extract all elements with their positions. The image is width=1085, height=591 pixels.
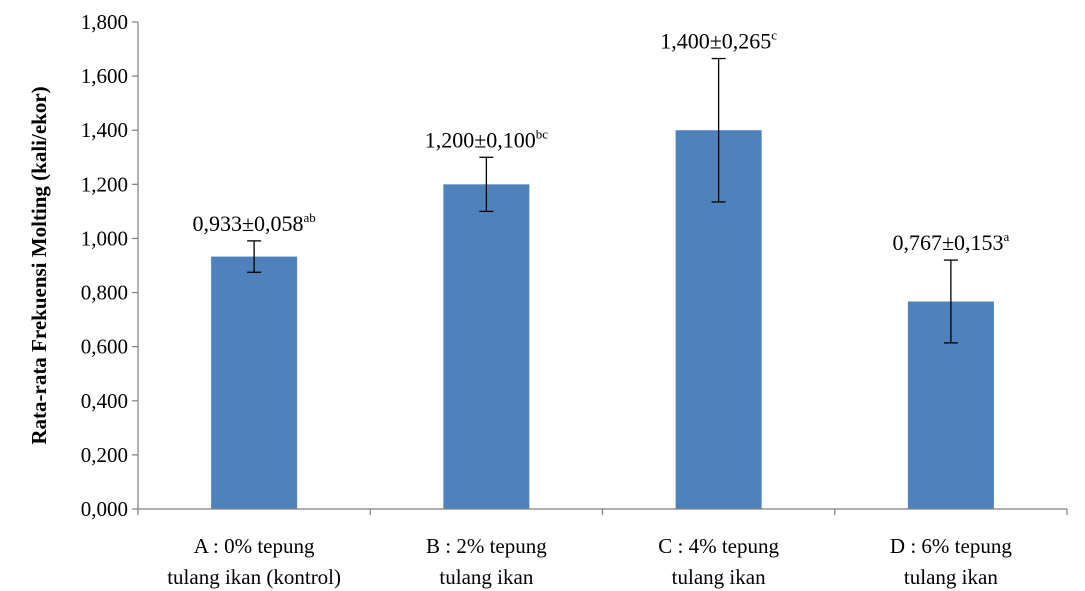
y-tick-label: 0,600 <box>81 335 128 359</box>
data-label-value: 1,200±0,100 <box>425 127 536 152</box>
y-tick-label: 0,000 <box>81 497 128 521</box>
data-label: 0,767±0,153a <box>892 229 1009 255</box>
x-tick-label: B : 2% tepung <box>426 534 547 558</box>
bar <box>443 184 530 510</box>
y-tick-label: 1,600 <box>81 64 128 88</box>
y-tick-label: 0,800 <box>81 281 128 305</box>
error-bars <box>247 57 958 344</box>
data-label-superscript: c <box>771 28 777 43</box>
x-tick-label: A : 0% tepung <box>194 534 315 558</box>
y-axis-label: Rata-rata Frekuensi Molting (kali/ekor) <box>27 86 51 444</box>
y-axis: 0,000 0,200 0,400 0,600 0,800 1,000 1,200 1,400… <box>81 10 139 521</box>
x-tick-label: tulang ikan <box>439 565 533 589</box>
data-label-value: 1,400±0,265 <box>660 29 771 54</box>
y-tick-label: 0,200 <box>81 443 128 467</box>
x-tick-label: tulang ikan <box>904 565 998 589</box>
y-tick-label: 1,800 <box>81 10 128 34</box>
data-label-superscript: a <box>1004 229 1010 244</box>
data-label-superscript: bc <box>536 126 549 141</box>
data-label: 1,200±0,100bc <box>425 126 549 152</box>
data-labels: 0,933±0,058ab 1,200±0,100bc 1,400±0,265c 0,… <box>192 28 1009 256</box>
data-label-superscript: ab <box>304 210 316 225</box>
y-tick-label: 0,400 <box>81 389 128 413</box>
x-tick-label: C : 4% tepung <box>658 534 779 558</box>
data-label: 0,933±0,058ab <box>192 210 315 236</box>
bar <box>211 256 298 509</box>
x-tick-label: tulang ikan <box>672 565 766 589</box>
y-tick-label: 1,400 <box>81 118 128 142</box>
data-label-value: 0,933±0,058 <box>192 211 303 236</box>
data-label-value: 0,767±0,153 <box>892 230 1003 255</box>
y-tick-label: 1,000 <box>81 226 128 250</box>
x-tick-label: D : 6% tepung <box>890 534 1012 558</box>
bars <box>211 130 994 510</box>
y-tick-label: 1,200 <box>81 172 128 196</box>
data-label: 1,400±0,265c <box>660 28 777 54</box>
x-tick-label: tulang ikan (kontrol) <box>167 565 341 589</box>
x-axis: A : 0% tepung tulang ikan (kontrol) B : 2%… <box>137 508 1068 589</box>
